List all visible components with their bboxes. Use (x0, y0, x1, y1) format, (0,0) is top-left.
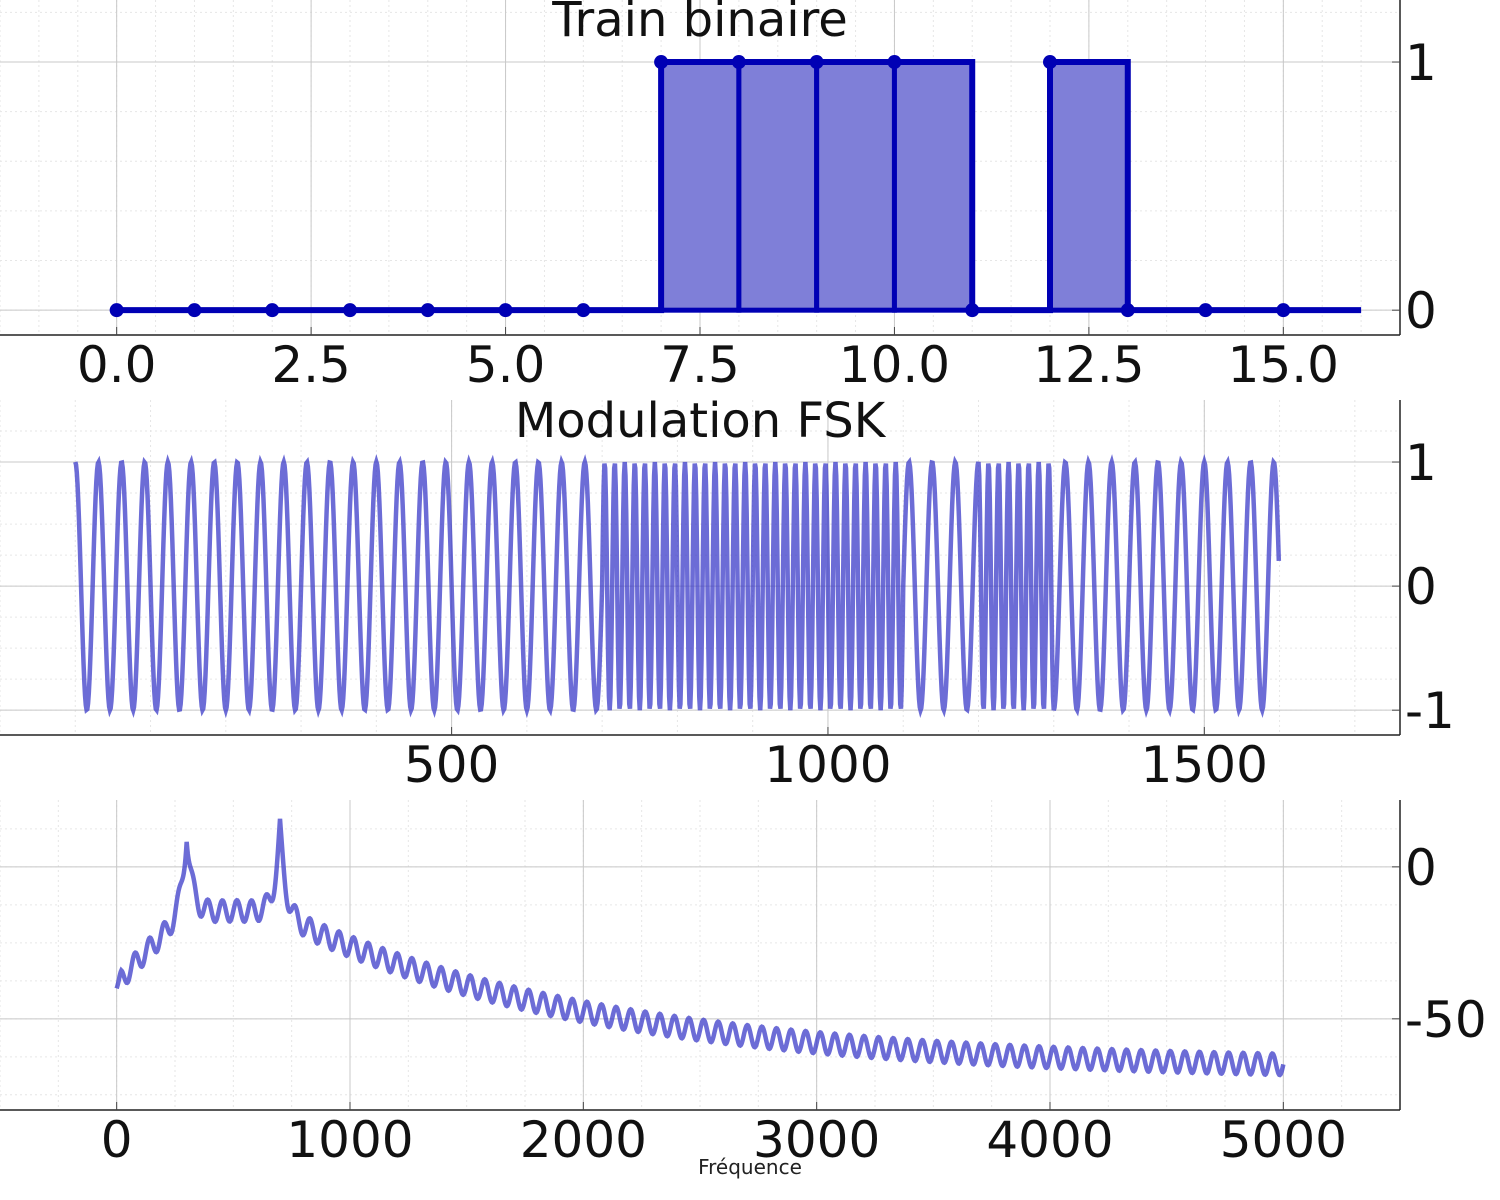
binary-train-marks (109, 55, 1362, 318)
bit-point (965, 303, 980, 318)
fsk-panel: 500 1000 1500 -1 0 1 Modulation FSK (0, 393, 1455, 794)
y-tick-label: -1 (1405, 682, 1455, 740)
binary-train-axes: 0.0 2.5 5.0 7.5 10.0 12.5 15.0 0 1 (0, 0, 1437, 394)
bit-point (1276, 303, 1291, 318)
x-tick-label: 15.0 (1228, 336, 1339, 394)
bit-point (1043, 55, 1057, 70)
binary-train-panel: 0.0 2.5 5.0 7.5 10.0 12.5 15.0 0 1 Train binaire (0, 0, 1437, 394)
y-tick-label: 1 (1405, 34, 1437, 92)
bit-bar (814, 59, 897, 313)
bit-point (1198, 303, 1213, 318)
bit-bar (736, 59, 820, 313)
spectrum-grid (0, 800, 1401, 1110)
x-tick-label: 7.5 (660, 336, 740, 394)
bit-bar (1047, 59, 1131, 313)
x-tick-label: 1500 (1141, 736, 1268, 794)
bit-point (654, 55, 669, 70)
bit-point (343, 303, 357, 318)
x-tick-label: 500 (404, 736, 499, 794)
bit-point (498, 303, 513, 318)
x-tick-label: 12.5 (1033, 336, 1144, 394)
fsk-axes: 500 1000 1500 -1 0 1 (0, 400, 1455, 794)
fsk-waveform (73, 454, 1282, 719)
bit-point (576, 303, 591, 318)
binary-train-title: Train binaire (551, 0, 848, 48)
spectrum-marks (114, 818, 1286, 1078)
y-tick-label: -50 (1405, 991, 1487, 1049)
x-tick-label: 4000 (986, 1111, 1113, 1169)
bit-bar (658, 59, 742, 313)
spectrum-x-axis-label: Fréquence (698, 1155, 802, 1179)
bit-point (809, 55, 824, 70)
x-tick-label: 0.0 (77, 336, 157, 394)
x-tick-label: 2000 (520, 1111, 647, 1169)
spectrum-axes: 0 1000 2000 3000 4000 5000 -50 0 (0, 800, 1487, 1169)
y-tick-label: 1 (1405, 434, 1437, 492)
bit-point (109, 303, 124, 318)
bit-point (265, 303, 280, 318)
x-tick-label: 2.5 (271, 336, 351, 394)
x-tick-label: 0 (101, 1111, 133, 1169)
x-tick-label: 1000 (286, 1111, 413, 1169)
bit-point (887, 55, 902, 70)
y-tick-label: 0 (1405, 558, 1437, 616)
bit-point (731, 55, 746, 70)
bit-bar (891, 59, 975, 313)
bit-point (187, 303, 202, 318)
bit-point (420, 303, 435, 318)
x-tick-label: 5.0 (466, 336, 546, 394)
fsk-title: Modulation FSK (515, 393, 887, 449)
fsk-marks (73, 454, 1282, 719)
x-tick-label: 5000 (1220, 1111, 1347, 1169)
x-tick-label: 3000 (753, 1111, 880, 1169)
spectrum-panel: 0 1000 2000 3000 4000 5000 -50 0 Fréquence (0, 800, 1487, 1179)
y-tick-label: 0 (1405, 282, 1437, 340)
y-tick-label: 0 (1405, 839, 1437, 897)
x-tick-label: 1000 (764, 736, 891, 794)
x-tick-label: 10.0 (839, 336, 950, 394)
spectrum-line (114, 818, 1286, 1078)
bit-point (1120, 303, 1135, 318)
